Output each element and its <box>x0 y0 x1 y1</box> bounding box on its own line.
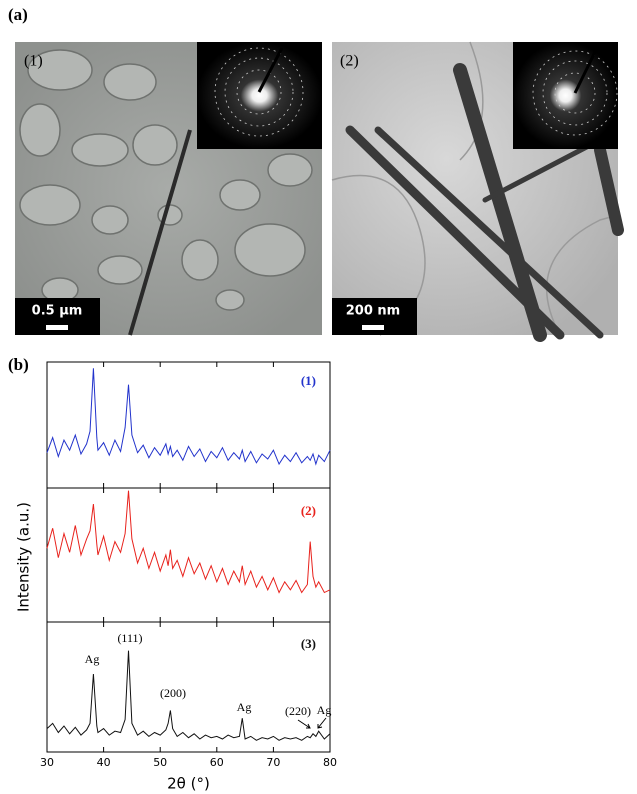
x-axis-label: 2θ (°) <box>167 775 210 793</box>
tem-image-2 <box>331 41 624 342</box>
spectrum-line <box>46 368 331 466</box>
x-tick-label: 70 <box>266 756 280 769</box>
scale-bar-label: 200 nm <box>346 304 400 319</box>
x-tick-label: 60 <box>210 756 224 769</box>
panel-label: (b) <box>8 355 29 374</box>
arrows <box>297 717 327 729</box>
spectrum-line <box>46 490 331 594</box>
image-label: (2) <box>340 53 359 70</box>
peak-annotation: (200) <box>160 686 186 700</box>
legend-label: (3) <box>301 636 316 651</box>
y-axis-label: Intensity (a.u.) <box>15 502 33 612</box>
peak-annotation: Ag <box>317 703 332 717</box>
image-label: (1) <box>24 53 43 70</box>
tem-image-1 <box>15 42 322 336</box>
legend-label: (2) <box>301 503 316 518</box>
x-tick-label: 80 <box>323 756 337 769</box>
panel-label: (a) <box>8 5 28 24</box>
peak-annotation: (111) <box>117 631 142 645</box>
plot-frame <box>46 487 331 623</box>
peak-annotation: (220) <box>285 704 311 718</box>
plot-frame <box>46 361 331 489</box>
x-tick-label: 40 <box>97 756 111 769</box>
peak-annotation: Ag <box>85 652 100 666</box>
x-tick-label: 50 <box>153 756 167 769</box>
spectrum-line <box>46 650 331 741</box>
scale-bar-label: 0.5 µm <box>32 304 83 319</box>
x-tick-label: 30 <box>40 756 54 769</box>
peak-annotation: Ag <box>237 700 252 714</box>
legend-label: (1) <box>301 373 316 388</box>
plot-frame <box>46 621 331 753</box>
